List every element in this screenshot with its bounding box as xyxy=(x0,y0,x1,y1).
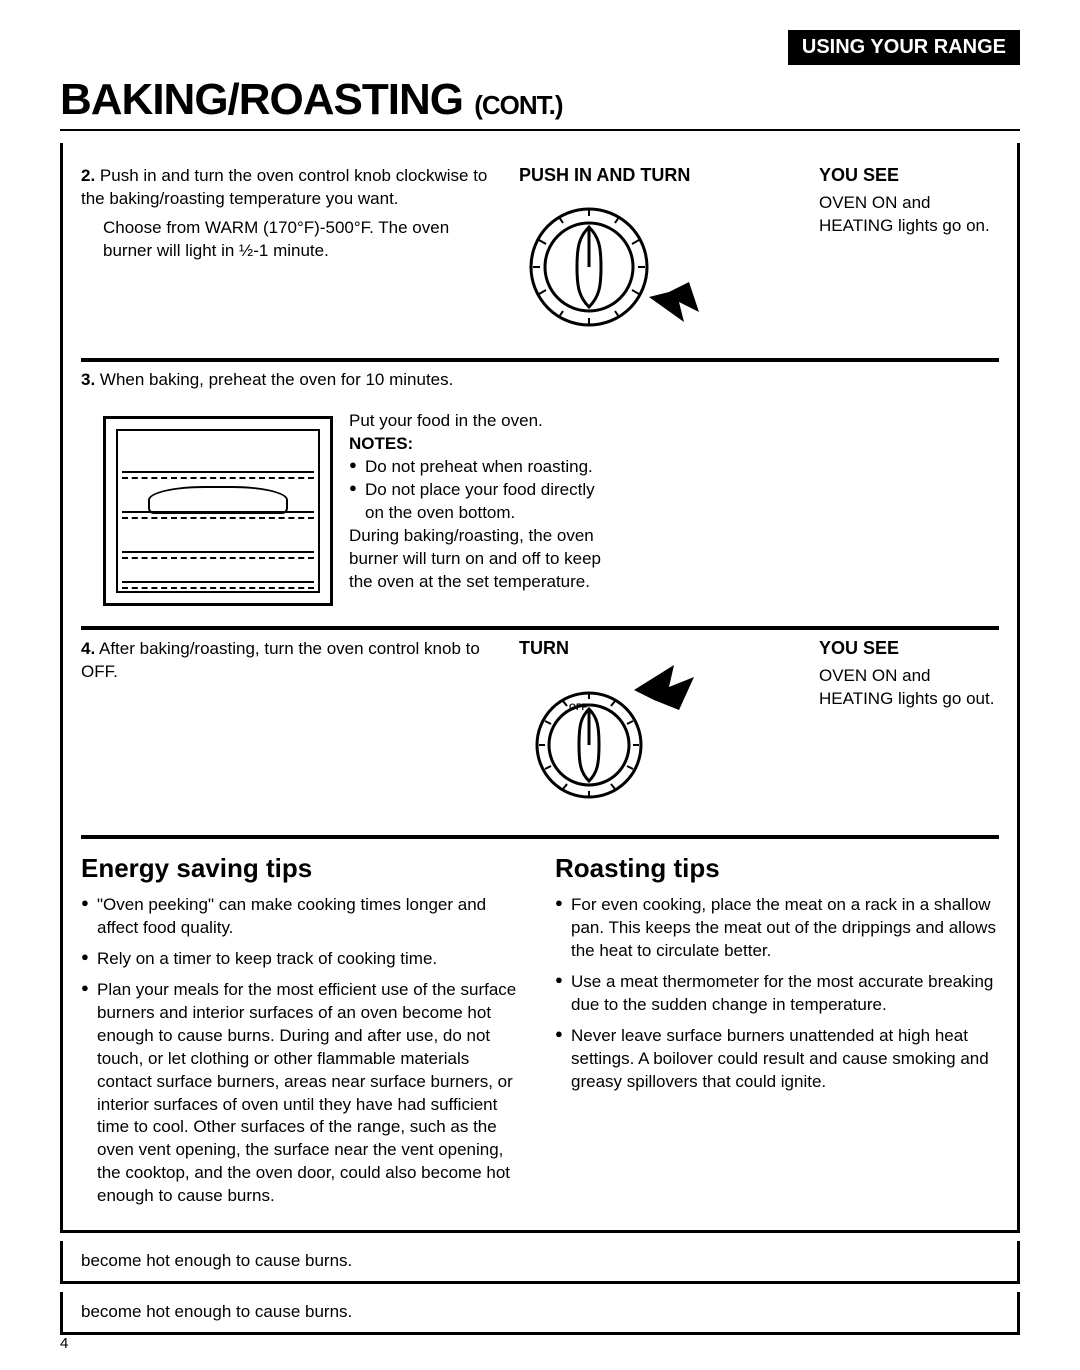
see-heading-1: YOU SEE xyxy=(819,165,999,186)
note-1: Do not preheat when roasting. xyxy=(349,456,609,479)
roasting-tip-1: For even cooking, place the meat on a ra… xyxy=(555,894,999,963)
note-2: Do not place your food directly on the o… xyxy=(349,479,609,525)
knob-illustration-1 xyxy=(519,192,699,342)
step-3-intro: When baking, preheat the oven for 10 min… xyxy=(100,370,453,389)
step-2-action: PUSH IN AND TURN xyxy=(519,165,799,342)
page-title: BAKING/ROASTING (CONT.) xyxy=(60,75,1020,131)
step-4-text: 4. After baking/roasting, turn the oven … xyxy=(81,638,499,684)
step-4-body: After baking/roasting, turn the oven con… xyxy=(81,639,480,681)
repeat-box-1: become hot enough to cause burns. xyxy=(60,1241,1020,1284)
step-4-number: 4. xyxy=(81,639,95,658)
content-frame: 2. Push in and turn the oven control kno… xyxy=(60,143,1020,1233)
title-suffix: (CONT.) xyxy=(474,90,562,120)
energy-tip-3: Plan your meals for the most efficient u… xyxy=(81,979,525,1208)
step-3-number: 3. xyxy=(81,370,95,389)
repeat-box-2: become hot enough to cause burns. xyxy=(60,1292,1020,1335)
action-heading: PUSH IN AND TURN xyxy=(519,165,799,186)
notes-label: NOTES: xyxy=(349,434,413,453)
roasting-tips-title: Roasting tips xyxy=(555,853,999,884)
step-4-see: YOU SEE OVEN ON and HEATING lights go ou… xyxy=(819,638,999,711)
step-2: 2. Push in and turn the oven control kno… xyxy=(81,157,999,362)
see-body-1: OVEN ON and HEATING lights go on. xyxy=(819,192,999,238)
step-4: 4. After baking/roasting, turn the oven … xyxy=(81,630,999,835)
step-2-see: YOU SEE OVEN ON and HEATING lights go on… xyxy=(819,165,999,238)
section-header: USING YOUR RANGE xyxy=(788,30,1020,65)
step-2-body-2: Choose from WARM (170°F)-500°F. The oven… xyxy=(81,217,499,263)
tips-section: Energy saving tips "Oven peeking" can ma… xyxy=(81,835,999,1216)
page-number: 4 xyxy=(60,1335,68,1352)
title-main: BAKING/ROASTING xyxy=(60,75,463,124)
step-3-notes: Put your food in the oven. NOTES: Do not… xyxy=(349,410,609,594)
knob-illustration-2: OFF xyxy=(519,665,699,815)
energy-tips: Energy saving tips "Oven peeking" can ma… xyxy=(81,853,525,1216)
step-3-put: Put your food in the oven. xyxy=(349,410,609,433)
see-heading-2: YOU SEE xyxy=(819,638,999,659)
roasting-tip-3: Never leave surface burners unattended a… xyxy=(555,1025,999,1094)
roasting-tip-2: Use a meat thermometer for the most accu… xyxy=(555,971,999,1017)
oven-illustration xyxy=(103,416,333,606)
step-2-body-1: Push in and turn the oven control knob c… xyxy=(81,166,487,208)
step-3: 3. When baking, preheat the oven for 10 … xyxy=(81,362,999,630)
energy-tip-2: Rely on a timer to keep track of cooking… xyxy=(81,948,525,971)
energy-tips-title: Energy saving tips xyxy=(81,853,525,884)
step-4-action: TURN xyxy=(519,638,799,815)
action-heading-2: TURN xyxy=(519,638,799,659)
energy-tip-1: "Oven peeking" can make cooking times lo… xyxy=(81,894,525,940)
step-3-after: During baking/roasting, the oven burner … xyxy=(349,525,609,594)
step-2-number: 2. xyxy=(81,166,95,185)
roasting-tips: Roasting tips For even cooking, place th… xyxy=(555,853,999,1216)
see-body-2: OVEN ON and HEATING lights go out. xyxy=(819,665,999,711)
step-2-text: 2. Push in and turn the oven control kno… xyxy=(81,165,499,263)
svg-text:OFF: OFF xyxy=(569,702,587,712)
